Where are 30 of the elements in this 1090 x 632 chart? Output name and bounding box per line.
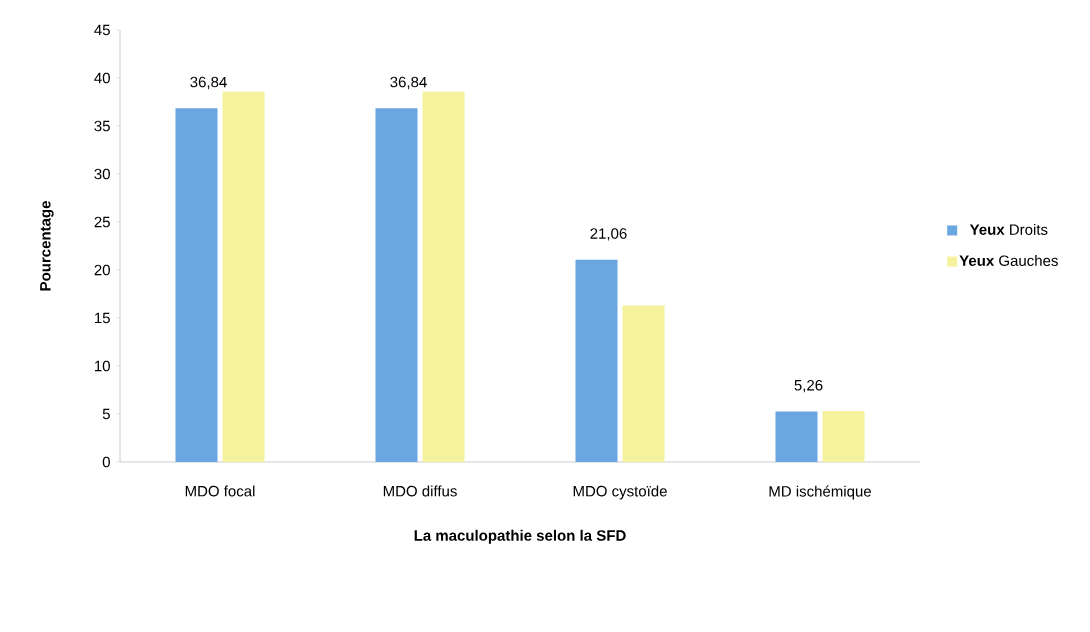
bar <box>375 108 418 462</box>
y-tick-label: 15 <box>95 312 110 324</box>
bar <box>175 108 218 462</box>
y-tick-label: 10 <box>95 360 110 372</box>
legend-label: Yeux Droits <box>969 223 1048 235</box>
data-label: 21,06 <box>590 228 627 241</box>
y-tick-label: 5 <box>102 408 110 420</box>
bar <box>822 411 865 462</box>
data-label: 36,84 <box>390 76 427 90</box>
x-tick-label: MDO cystoïde <box>573 485 667 500</box>
bar <box>622 305 665 462</box>
x-tick-label: MD ischémique <box>769 485 871 500</box>
bar <box>222 91 265 462</box>
y-tick-label: 45 <box>94 24 110 36</box>
y-tick-label: 40 <box>94 72 110 84</box>
bar <box>775 411 818 462</box>
x-axis-title: La maculopathie selon la SFD <box>414 529 626 544</box>
y-tick-label: 0 <box>102 456 110 468</box>
y-tick-label: 30 <box>94 168 110 180</box>
y-tick-label: 35 <box>94 120 110 132</box>
bar <box>575 259 618 462</box>
legend-label: Yeux Gauches <box>959 254 1058 266</box>
x-tick-label: MDO focal <box>185 485 255 497</box>
data-label: 36,84 <box>190 76 227 90</box>
y-tick-label: 20 <box>94 264 110 276</box>
y-tick-label: 25 <box>94 216 110 228</box>
x-tick-label: MDO diffus <box>383 485 457 497</box>
bar <box>422 91 465 462</box>
data-label: 5,26 <box>794 379 823 393</box>
y-axis-title: Pourcentage <box>40 201 54 291</box>
